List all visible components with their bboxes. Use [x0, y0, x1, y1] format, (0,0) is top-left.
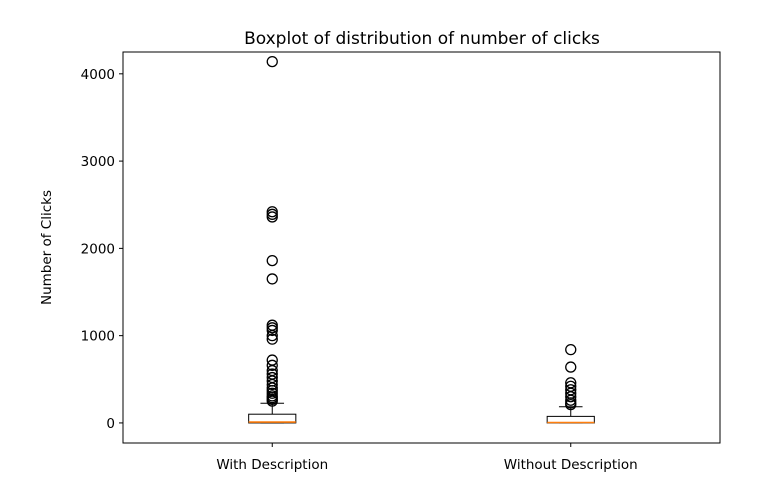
outlier-0-10 [266, 333, 278, 345]
outlier-0-24 [266, 395, 278, 407]
outlier-0-9 [266, 329, 278, 342]
x-axis: With Description Without Description [216, 443, 638, 473]
box-group-0 [248, 55, 297, 424]
x-tick-label-0: With Description [216, 457, 328, 473]
outlier-1-1 [565, 361, 577, 373]
outlier-0-4 [266, 254, 278, 267]
outlier-0-17 [266, 378, 278, 391]
outlier-1-9 [565, 398, 577, 411]
y-tick-label-1000: 1000 [81, 329, 115, 345]
plot-frame [122, 51, 721, 444]
y-tick-label-4000: 4000 [81, 67, 115, 83]
box-0 [248, 413, 297, 424]
y-tick-label-3000: 3000 [81, 154, 115, 170]
outlier-1-6 [565, 391, 577, 403]
outlier-0-12 [266, 359, 278, 371]
y-axis: 0 1000 2000 3000 4000 [81, 67, 123, 432]
y-axis-label: Number of Clicks [39, 190, 55, 305]
y-tick-label-2000: 2000 [81, 241, 115, 257]
outlier-1-0 [565, 343, 577, 356]
x-tick-label-1: Without Description [504, 457, 638, 473]
box-group-1 [546, 343, 595, 424]
outlier-0-5 [266, 273, 278, 285]
chart-title: Boxplot of distribution of number of cli… [244, 29, 600, 49]
y-tick-label-0: 0 [106, 416, 115, 432]
outlier-0-8 [266, 324, 278, 337]
outlier-0-0 [266, 55, 278, 68]
outlier-0-3 [266, 211, 278, 223]
plot-area [248, 55, 595, 424]
